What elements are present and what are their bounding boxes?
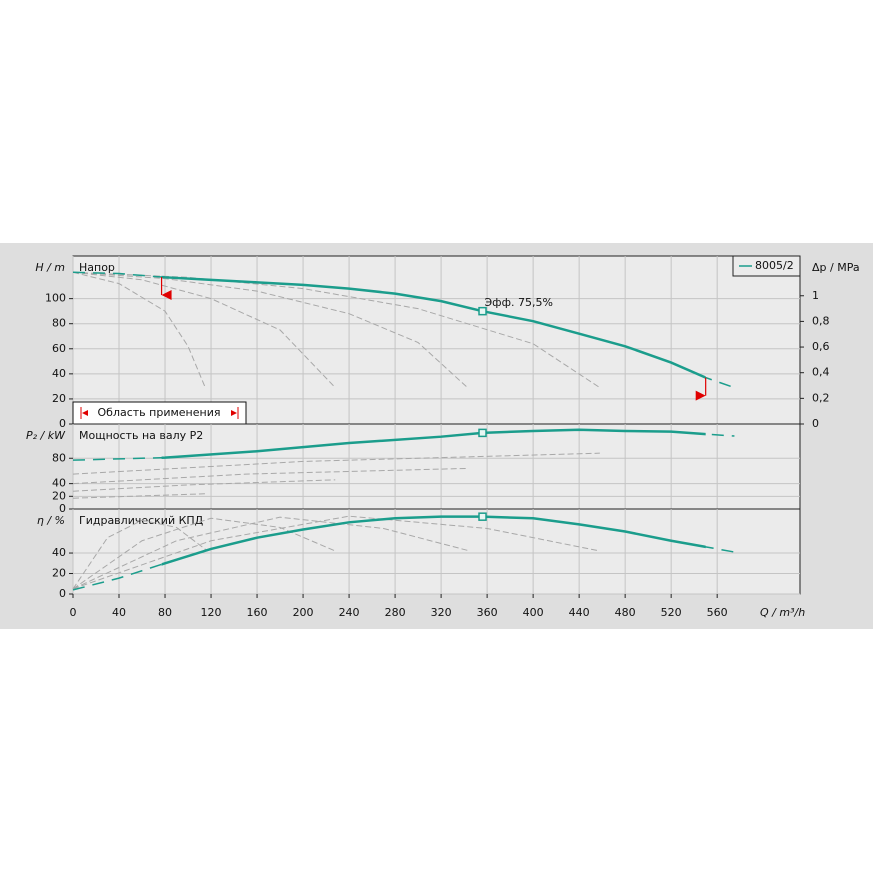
x-tick-label: 280 [385,606,406,619]
annotation: Эфф. 75,5% [485,296,553,309]
y-tick-label: 20 [52,489,66,502]
x-tick-label: 120 [201,606,222,619]
x-tick-label: 360 [477,606,498,619]
y-tick-label: 80 [52,317,66,330]
range-box-arrow [82,410,88,416]
curve [161,515,706,566]
x-tick-label: 440 [569,606,590,619]
plot-area [72,255,801,425]
plot-area [72,508,801,595]
reference-curve [72,271,206,388]
x-tick-label: 80 [158,606,172,619]
x-tick-label: 560 [707,606,728,619]
y-axis-label: H / m [35,261,65,274]
y2-tick-label: 1 [812,289,819,302]
y-tick-label: 0 [59,587,66,600]
y-axis-label: η / % [37,514,65,527]
y-tick-label: 40 [52,367,66,380]
y-axis-label: P₂ / kW [26,429,66,442]
reference-curve [72,479,336,492]
reference-curve [72,271,336,388]
y2-axis-label: Δp / MPa [812,261,860,274]
x-tick-label: 200 [293,606,314,619]
y-tick-label: 20 [52,392,66,405]
x-tick-label: 240 [339,606,360,619]
y2-tick-label: 0,8 [812,314,830,327]
y-tick-label: 60 [52,342,66,355]
reference-curve [72,493,206,499]
duty-point [478,512,487,521]
y-tick-label: 40 [52,546,66,559]
y-tick-label: 0 [59,502,66,515]
y2-tick-label: 0 [812,417,819,430]
range-box-arrow [231,410,237,416]
range-arrow [695,390,706,401]
y-tick-label: 0 [59,417,66,430]
reference-curve [72,517,336,590]
y2-tick-label: 0,6 [812,340,830,353]
y-tick-label: 20 [52,567,66,580]
range-arrow [161,290,172,301]
x-tick-label: 320 [431,606,452,619]
reference-curve [72,271,468,389]
x-axis-label: Q / m³/h [760,606,805,619]
reference-curve [72,515,600,590]
reference-curve [72,452,600,475]
panel-title: Мощность на валу P2 [79,429,203,442]
y-tick-label: 40 [52,477,66,490]
y2-tick-label: 0,2 [812,391,830,404]
curve [161,428,706,459]
x-tick-label: 0 [70,606,77,619]
reference-curve [72,467,468,485]
x-tick-label: 480 [615,606,636,619]
duty-point [478,306,487,316]
x-tick-label: 520 [661,606,682,619]
curve [161,275,706,379]
legend-label: 8005/2 [755,259,794,272]
range-label: Область применения [98,406,221,419]
y-tick-label: 80 [52,451,66,464]
y-tick-label: 100 [45,292,66,305]
x-tick-label: 160 [247,606,268,619]
duty-point [478,428,487,438]
panel-title: Напор [79,261,115,274]
x-tick-label: 400 [523,606,544,619]
x-tick-label: 40 [112,606,126,619]
reference-curve [72,516,470,590]
y2-tick-label: 0,4 [812,366,830,379]
legend-box [732,255,801,277]
reference-curve [72,519,208,590]
